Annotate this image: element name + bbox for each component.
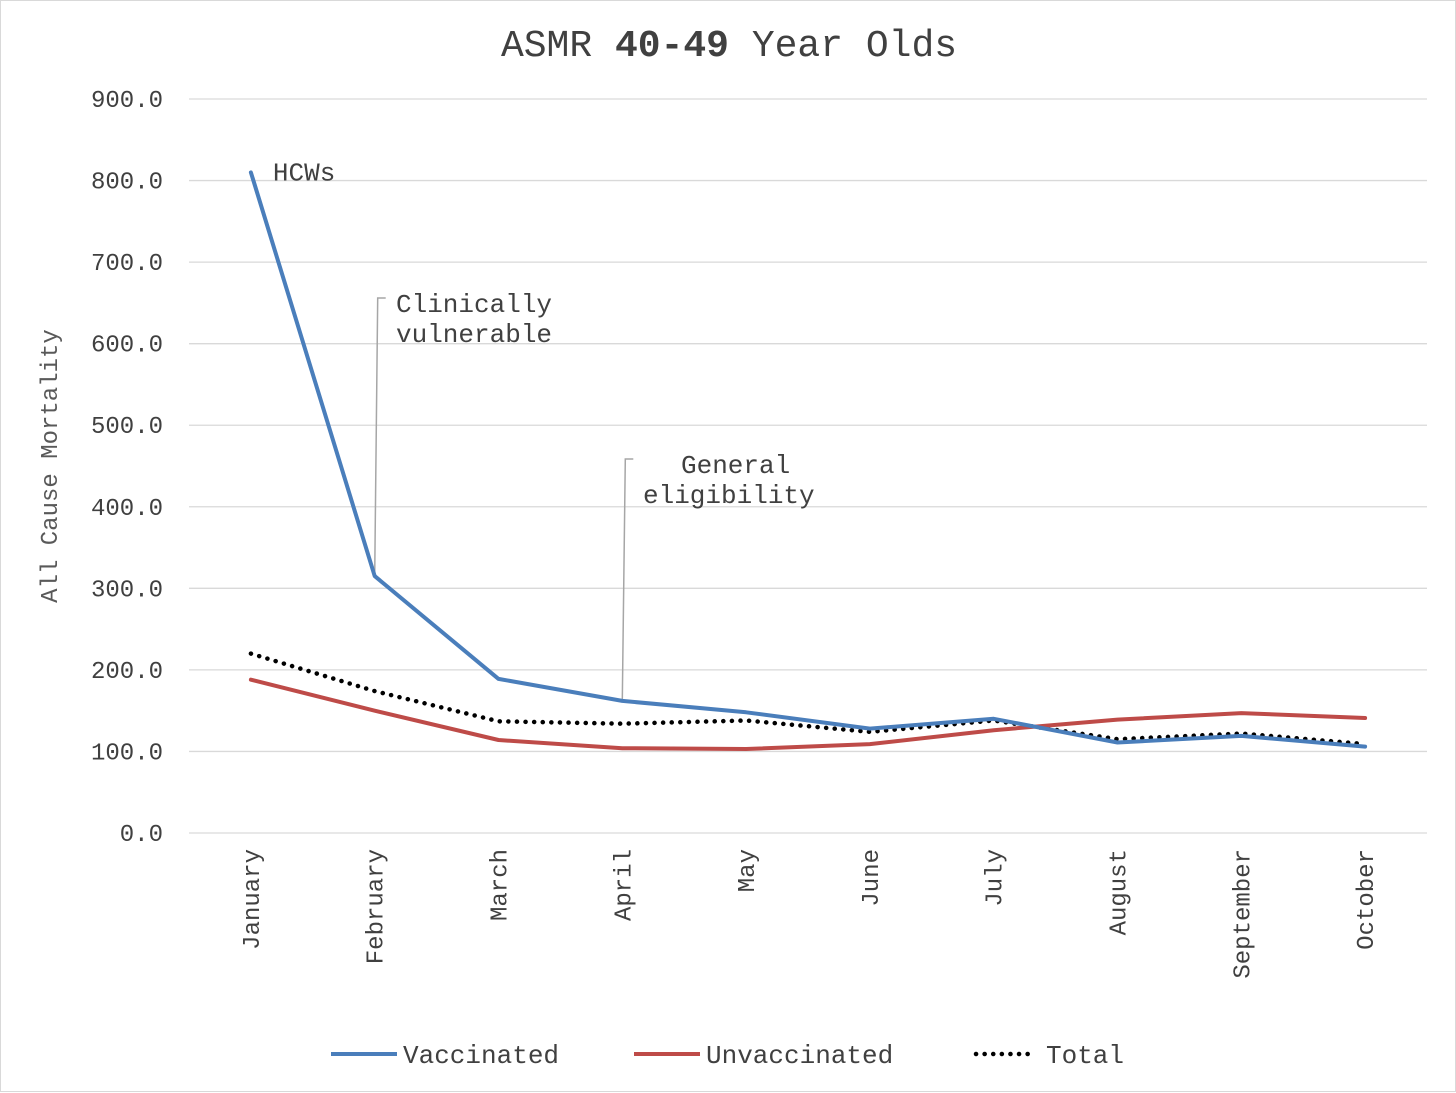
x-tick-label: October <box>1354 849 1381 950</box>
gridlines <box>189 98 1427 834</box>
x-tick-label: July <box>983 849 1010 907</box>
annotation-leader-line <box>621 458 634 701</box>
x-tick-label: February <box>364 849 391 964</box>
annotation-general-eligibility-line: General <box>681 451 790 481</box>
y-tick-label: 700.0 <box>91 251 163 278</box>
x-tick-label: March <box>488 849 515 921</box>
x-tick-label: August <box>1107 849 1134 935</box>
series-line-unvaccinated <box>248 677 1368 751</box>
annotation-leader-line <box>373 297 386 577</box>
legend-label-total: Total <box>1046 1041 1124 1071</box>
y-tick-label: 800.0 <box>91 170 163 197</box>
chart-title: ASMR 40-49 Year Olds <box>501 25 957 68</box>
y-tick-label: 900.0 <box>91 88 163 115</box>
series-line-vaccinated <box>248 170 1368 749</box>
legend-label-vaccinated: Vaccinated <box>403 1041 559 1071</box>
y-tick-label: 100.0 <box>91 740 163 767</box>
chart-title-rest: Year Olds <box>752 25 957 68</box>
chart-title-bold: 40-49 <box>615 25 729 68</box>
annotation-clinically-vulnerable-line: vulnerable <box>396 320 552 350</box>
annotation-general-eligibility-line: eligibility <box>643 481 815 511</box>
annotation-hcws: HCWs <box>273 158 335 188</box>
y-tick-label: 600.0 <box>91 333 163 360</box>
y-axis-ticks: 0.0 100.0 200.0 300.0 400.0 500.0 600.0 700.0 80… <box>91 88 163 849</box>
x-tick-label: June <box>859 849 886 907</box>
y-tick-label: 0.0 <box>120 822 163 849</box>
y-tick-label: 500.0 <box>91 414 163 441</box>
x-tick-label: May <box>735 849 762 892</box>
chart-title-main: ASMR <box>501 25 592 68</box>
x-tick-label: January <box>240 849 267 950</box>
legend: Vaccinated Unvaccinated Total <box>331 1041 1124 1071</box>
y-tick-label: 300.0 <box>91 577 163 604</box>
x-axis-ticks: January February March April May June July Augu… <box>240 849 1381 979</box>
x-tick-label: April <box>611 849 638 921</box>
y-axis-label: All Cause Mortality <box>38 329 65 603</box>
y-tick-label: 400.0 <box>91 496 163 523</box>
series-lines <box>248 170 1368 751</box>
annotation-clinically-vulnerable-line: Clinically <box>396 290 552 320</box>
y-tick-label: 200.0 <box>91 659 163 686</box>
series-line-total <box>248 651 1368 747</box>
legend-label-unvaccinated: Unvaccinated <box>706 1041 893 1071</box>
x-tick-label: September <box>1230 849 1257 979</box>
